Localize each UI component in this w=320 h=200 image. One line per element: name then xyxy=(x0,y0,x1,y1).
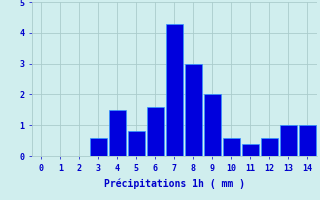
Bar xyxy=(242,144,259,156)
Bar xyxy=(90,138,107,156)
Bar xyxy=(223,138,240,156)
X-axis label: Précipitations 1h ( mm ): Précipitations 1h ( mm ) xyxy=(104,178,245,189)
Bar xyxy=(299,125,316,156)
Bar xyxy=(147,107,164,156)
Bar xyxy=(280,125,297,156)
Bar xyxy=(204,94,221,156)
Bar xyxy=(185,64,202,156)
Bar xyxy=(128,131,145,156)
Bar xyxy=(166,24,183,156)
Bar xyxy=(109,110,126,156)
Bar xyxy=(261,138,278,156)
